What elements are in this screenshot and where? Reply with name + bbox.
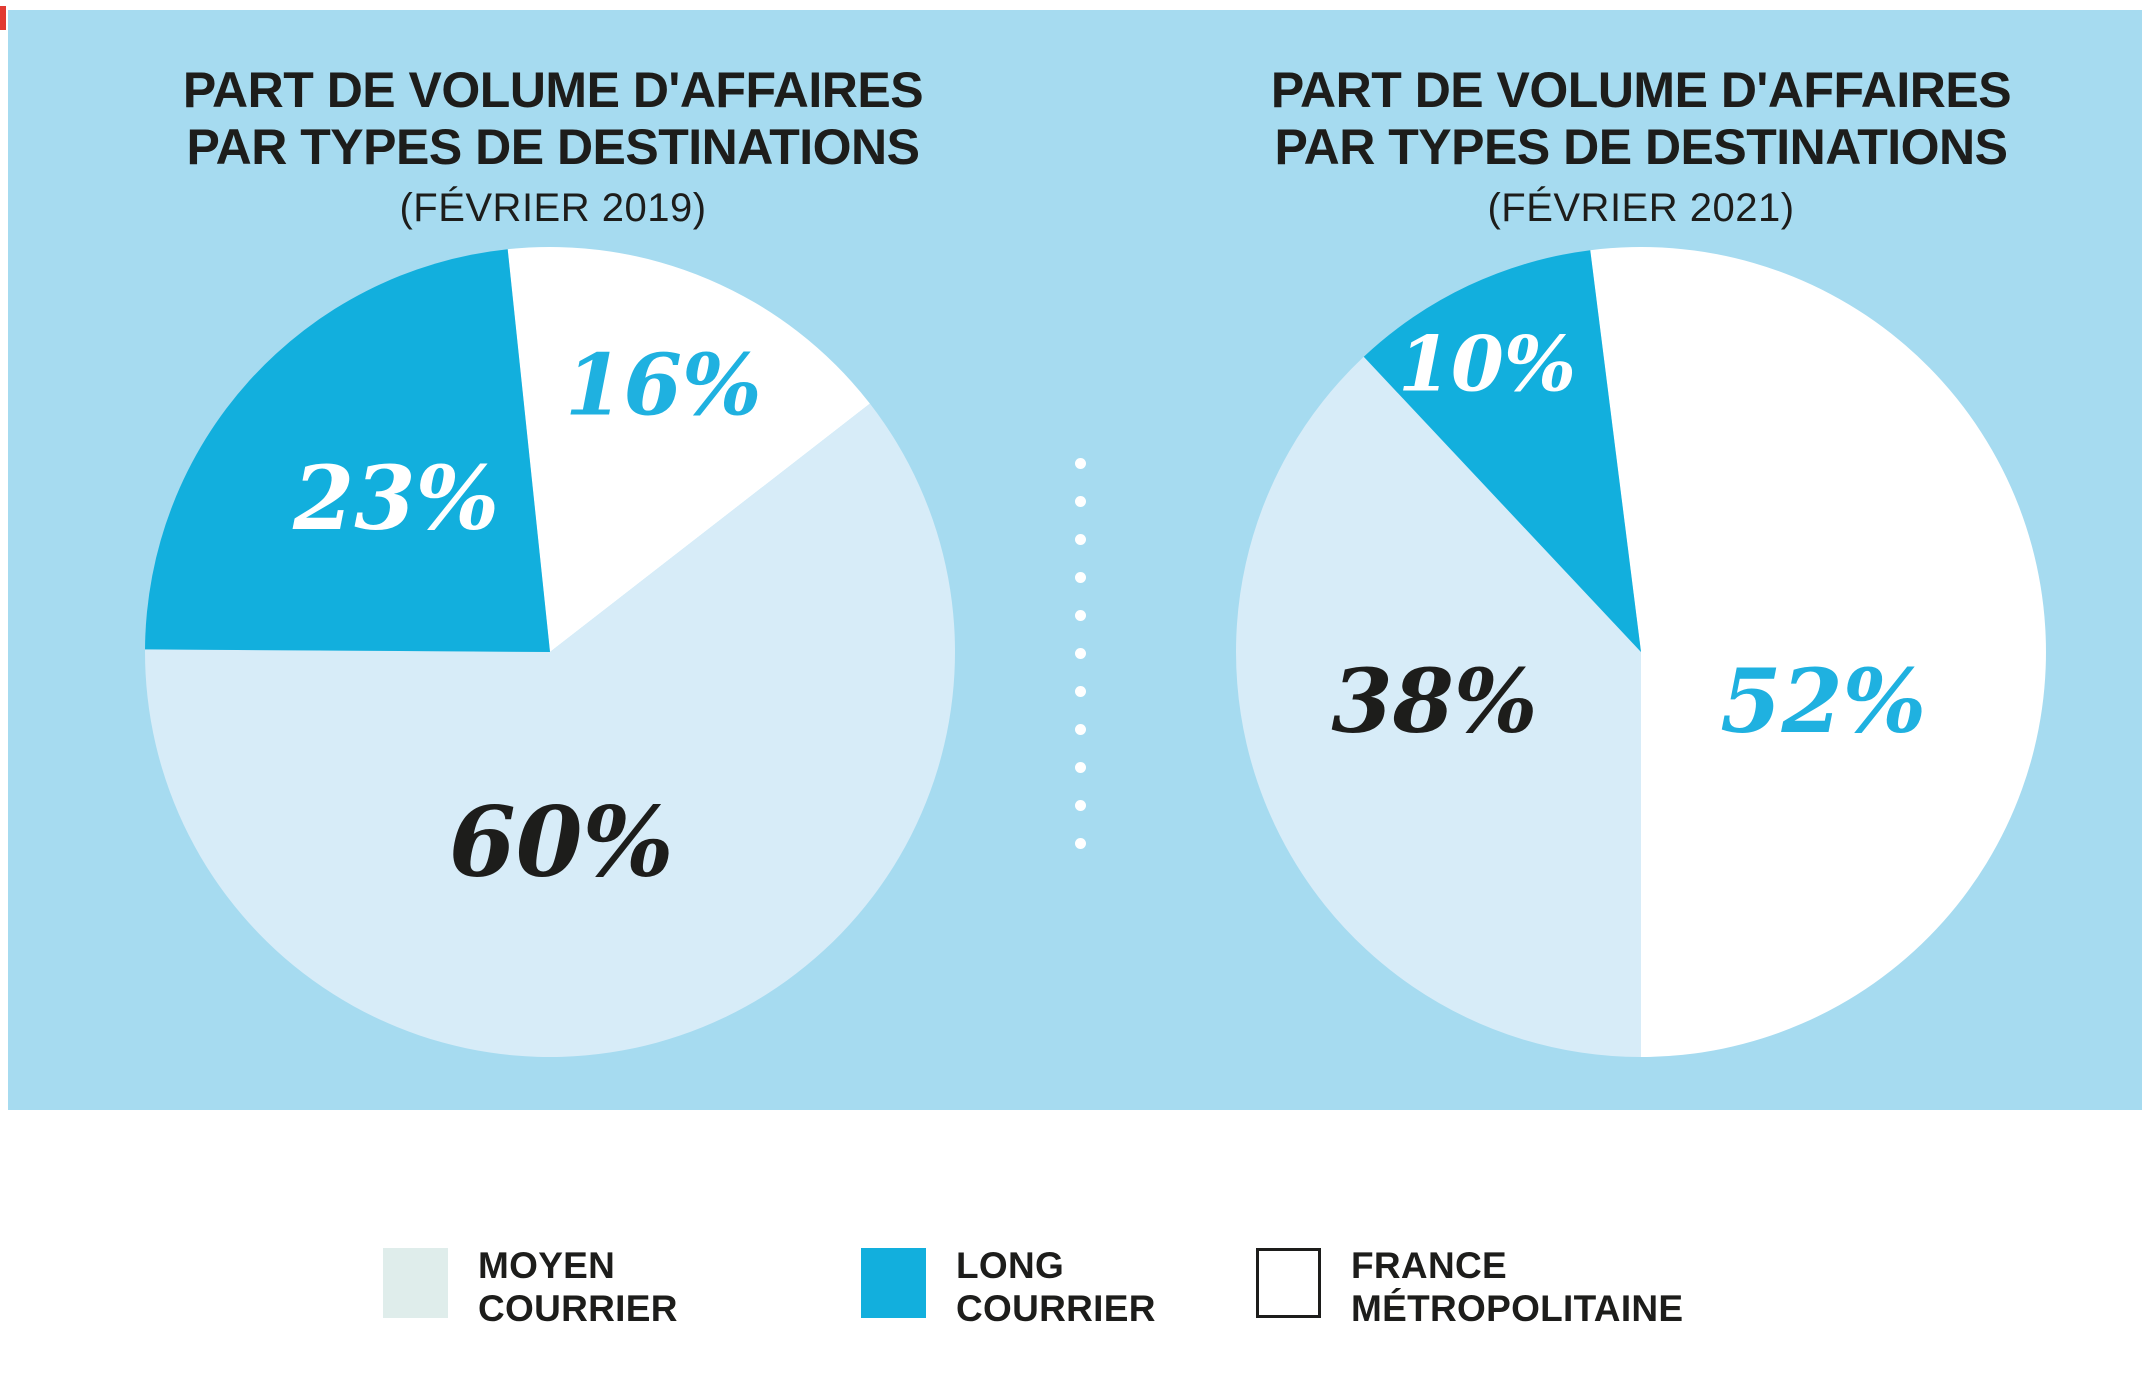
divider-dot bbox=[1075, 572, 1086, 583]
pie-chart-2021: 52% 38% 10% bbox=[1236, 247, 2046, 1057]
legend-label-line1: LONG bbox=[956, 1245, 1065, 1286]
legend-label-line2: COURRIER bbox=[956, 1288, 1156, 1329]
slice-value-label-moyen-courrier: 60% bbox=[448, 785, 674, 899]
legend-label-line2: COURRIER bbox=[478, 1288, 678, 1329]
dotted-divider bbox=[1075, 458, 1086, 849]
legend-swatch-moyen-courrier bbox=[383, 1248, 448, 1318]
divider-dot bbox=[1075, 686, 1086, 697]
chart-title-line2: PAR TYPES DE DESTINATIONS bbox=[186, 119, 920, 175]
pie-slice-long-courrier bbox=[145, 249, 550, 652]
slice-value-label-france-m-tropolitaine: 52% bbox=[1720, 648, 1927, 753]
divider-dot bbox=[1075, 800, 1086, 811]
pie-chart-2019: 16% 60% 23% bbox=[145, 247, 955, 1057]
divider-dot bbox=[1075, 724, 1086, 735]
pie-slice-france-m-tropolitaine bbox=[1590, 247, 2046, 1057]
divider-dot bbox=[1075, 838, 1086, 849]
red-edge-mark bbox=[0, 6, 6, 30]
legend-label-line1: FRANCE bbox=[1351, 1245, 1507, 1286]
chart-header-2021: PART DE VOLUME D'AFFAIRES PAR TYPES DE D… bbox=[1191, 62, 2091, 231]
pie-slice-france-m-tropolitaine bbox=[507, 247, 870, 653]
divider-dot bbox=[1075, 762, 1086, 773]
divider-dot bbox=[1075, 648, 1086, 659]
divider-dot bbox=[1075, 496, 1086, 507]
chart-title-line2: PAR TYPES DE DESTINATIONS bbox=[1274, 119, 2008, 175]
legend-label: FRANCE MÉTROPOLITAINE bbox=[1351, 1244, 1683, 1330]
divider-dot bbox=[1075, 610, 1086, 621]
legend-swatch-long-courrier bbox=[861, 1248, 926, 1318]
chart-subtitle: (FÉVRIER 2021) bbox=[1487, 186, 1795, 230]
slice-value-label-long-courrier: 23% bbox=[293, 446, 500, 551]
pie-slice-moyen-courrier bbox=[1236, 356, 1641, 1057]
divider-dot bbox=[1075, 534, 1086, 545]
divider-dot bbox=[1075, 458, 1086, 469]
chart-title-line1: PART DE VOLUME D'AFFAIRES bbox=[182, 62, 924, 118]
slice-value-label-france-m-tropolitaine: 16% bbox=[565, 335, 762, 435]
legend-item-moyen-courrier: MOYEN COURRIER bbox=[383, 1245, 803, 1338]
pie-slice-moyen-courrier bbox=[145, 403, 955, 1057]
chart-panel: PART DE VOLUME D'AFFAIRES PAR TYPES DE D… bbox=[8, 10, 2142, 1110]
chart-subtitle: (FÉVRIER 2019) bbox=[399, 186, 707, 230]
chart-header-2019: PART DE VOLUME D'AFFAIRES PAR TYPES DE D… bbox=[103, 62, 1003, 231]
legend-label: LONG COURRIER bbox=[956, 1244, 1156, 1330]
legend-item-long-courrier: LONG COURRIER bbox=[861, 1245, 1281, 1338]
slice-value-label-long-courrier: 10% bbox=[1398, 319, 1577, 409]
legend-label: MOYEN COURRIER bbox=[478, 1244, 678, 1330]
legend-label-line2: MÉTROPOLITAINE bbox=[1351, 1288, 1684, 1329]
chart-title-line1: PART DE VOLUME D'AFFAIRES bbox=[1270, 62, 2012, 118]
slice-value-label-moyen-courrier: 38% bbox=[1331, 648, 1538, 753]
legend-label-line1: MOYEN bbox=[478, 1245, 616, 1286]
legend-item-france-metropolitaine: FRANCE MÉTROPOLITAINE bbox=[1256, 1245, 1683, 1338]
legend-swatch-france-metropolitaine bbox=[1256, 1248, 1321, 1318]
pie-slice-long-courrier bbox=[1363, 250, 1641, 652]
